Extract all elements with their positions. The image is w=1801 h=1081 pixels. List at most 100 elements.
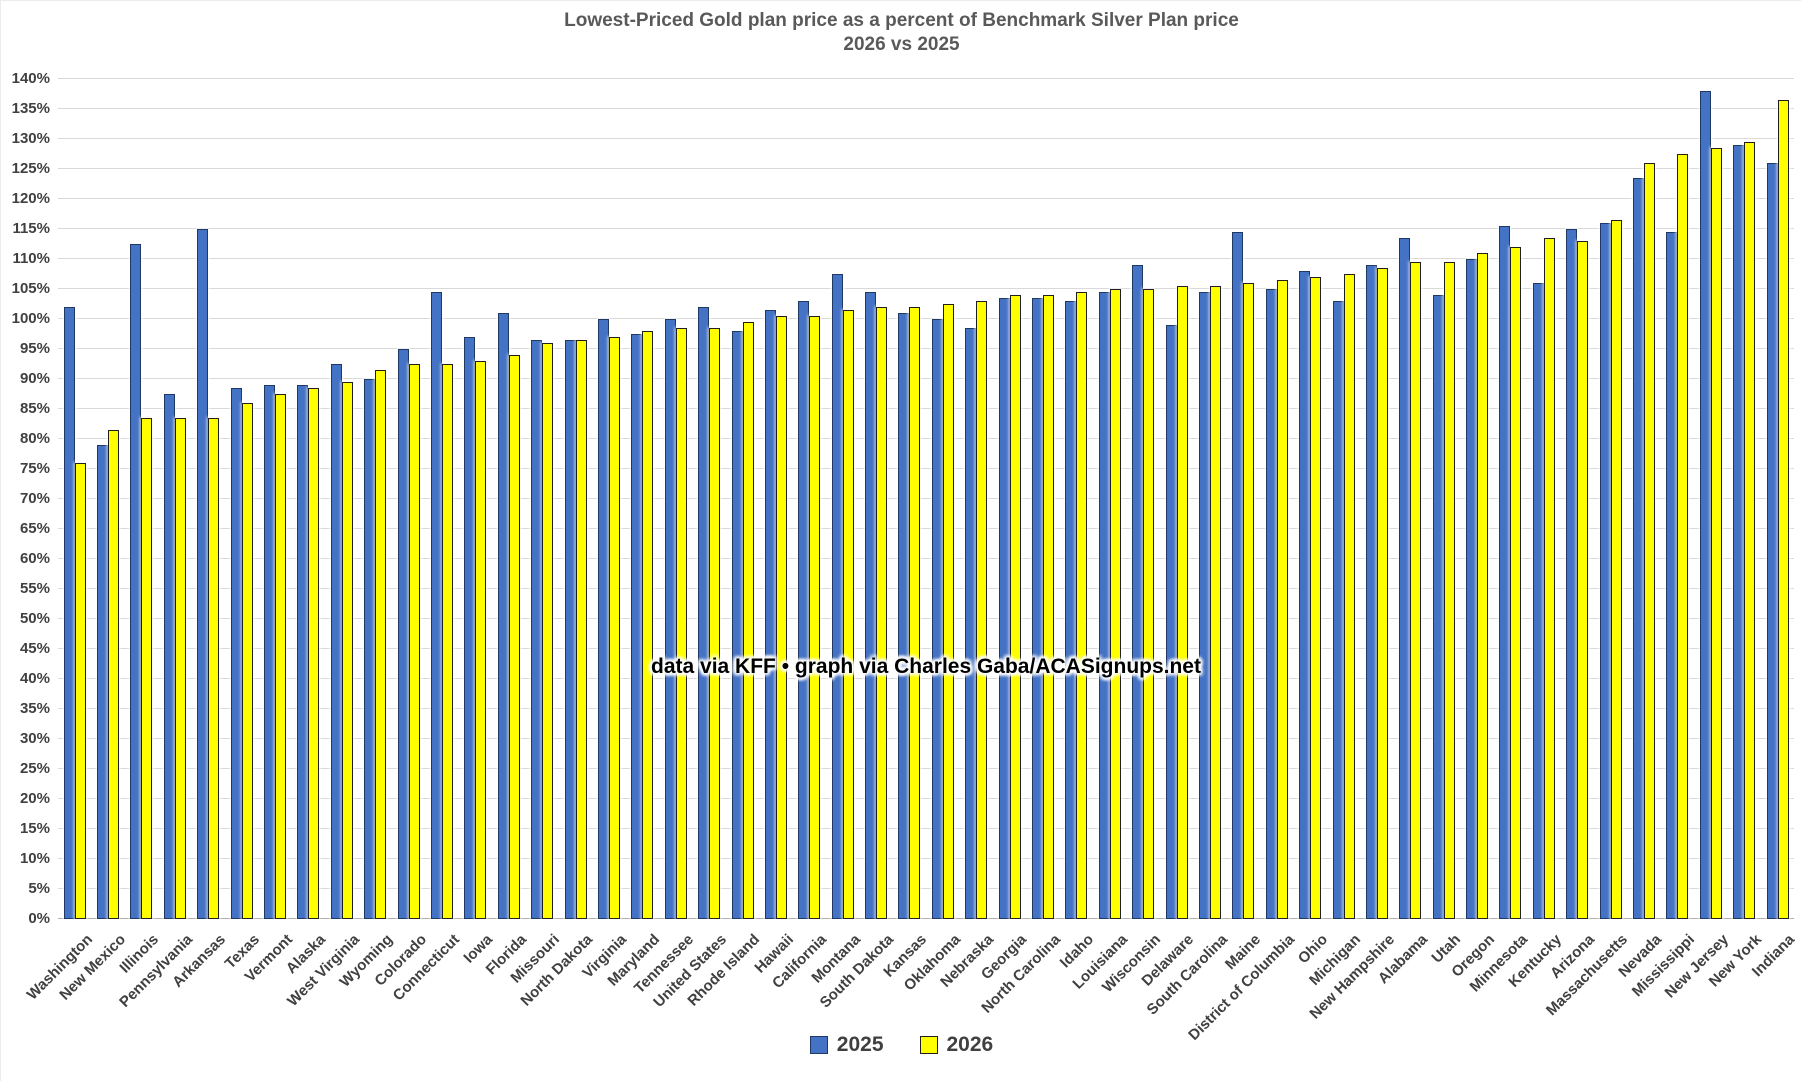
bar-2025-louisiana bbox=[1098, 292, 1110, 919]
bar-2026-nebraska bbox=[976, 301, 988, 919]
bar-group-maine bbox=[1227, 79, 1260, 919]
bar-2026-south-carolina bbox=[1209, 286, 1221, 919]
gridline bbox=[58, 168, 1794, 169]
bar-2025-minnesota bbox=[1499, 226, 1511, 919]
bar-group-kentucky bbox=[1527, 79, 1560, 919]
bar-2026-new-mexico bbox=[108, 430, 120, 919]
bar-2025-nevada bbox=[1633, 178, 1645, 919]
bar-group-nevada bbox=[1627, 79, 1660, 919]
bar-group-arkansas bbox=[192, 79, 225, 919]
bar-2026-arkansas bbox=[208, 418, 220, 919]
bar-2025-ohio bbox=[1299, 271, 1311, 919]
bar-group-oregon bbox=[1460, 79, 1493, 919]
bar-2025-rhode-island bbox=[731, 331, 743, 919]
y-tick-label: 30% bbox=[19, 730, 50, 747]
y-tick-label: 50% bbox=[19, 610, 50, 627]
x-axis-line bbox=[58, 918, 1794, 919]
bar-2025-new-jersey bbox=[1699, 91, 1711, 919]
bar-2026-pennsylvania bbox=[174, 418, 186, 919]
y-tick-label: 110% bbox=[12, 250, 50, 267]
gridline bbox=[58, 318, 1794, 319]
bar-2026-california bbox=[809, 316, 821, 919]
bar-2026-west-virginia bbox=[341, 382, 353, 919]
bar-2026-texas bbox=[241, 403, 253, 919]
gridline bbox=[58, 348, 1794, 349]
bar-group-delaware bbox=[1160, 79, 1193, 919]
bar-2025-alaska bbox=[297, 385, 309, 919]
bar-group-colorado bbox=[392, 79, 425, 919]
y-tick-label: 70% bbox=[19, 490, 50, 507]
bar-group-montana bbox=[826, 79, 859, 919]
bar-group-south-dakota bbox=[859, 79, 892, 919]
bar-2026-maine bbox=[1243, 283, 1255, 919]
gridline bbox=[58, 798, 1794, 799]
bar-group-alaska bbox=[292, 79, 325, 919]
bar-group-vermont bbox=[258, 79, 291, 919]
gridline bbox=[58, 198, 1794, 199]
gridline bbox=[58, 468, 1794, 469]
y-tick-label: 75% bbox=[19, 460, 50, 477]
bar-2025-oregon bbox=[1466, 259, 1478, 919]
bar-2025-california bbox=[798, 301, 810, 919]
y-tick-label: 45% bbox=[19, 640, 50, 657]
bar-group-new-mexico bbox=[91, 79, 124, 919]
gridline bbox=[58, 288, 1794, 289]
bar-2025-south-dakota bbox=[865, 292, 877, 919]
bar-2025-north-carolina bbox=[1032, 298, 1044, 919]
chart-title: Lowest-Priced Gold plan price as a perce… bbox=[1, 9, 1801, 57]
x-axis-tick-labels: Washington New Mexico Illinois Pennsylvania… bbox=[23, 919, 1798, 1049]
bar-2025-alabama bbox=[1399, 238, 1411, 919]
bar-2025-mississippi bbox=[1666, 232, 1678, 919]
y-tick-label: 90% bbox=[19, 370, 50, 387]
bar-2025-colorado bbox=[397, 349, 409, 919]
gridline bbox=[58, 768, 1794, 769]
bar-group-indiana bbox=[1761, 79, 1794, 919]
y-tick-label: 10% bbox=[19, 850, 50, 867]
bar-2025-arizona bbox=[1566, 229, 1578, 919]
bar-2026-colorado bbox=[408, 364, 420, 919]
bar-2025-united-states bbox=[698, 307, 710, 919]
bar-2026-utah bbox=[1443, 262, 1455, 919]
bar-2026-new-hampshire bbox=[1376, 268, 1388, 919]
bar-2025-connecticut bbox=[430, 292, 442, 919]
bar-group-nebraska bbox=[960, 79, 993, 919]
bar-2026-north-carolina bbox=[1043, 295, 1055, 919]
y-tick-label: 130% bbox=[11, 130, 50, 147]
bar-2025-florida bbox=[497, 313, 509, 919]
bar-2026-wisconsin bbox=[1143, 289, 1155, 919]
legend-swatch-2025 bbox=[809, 1036, 828, 1054]
gridline bbox=[58, 828, 1794, 829]
bar-2025-maine bbox=[1232, 232, 1244, 919]
gridline bbox=[58, 858, 1794, 859]
bar-2026-oklahoma bbox=[942, 304, 954, 919]
bar-group-iowa bbox=[459, 79, 492, 919]
y-tick-label: 55% bbox=[19, 580, 50, 597]
bar-2025-new-mexico bbox=[97, 445, 109, 919]
legend: 2025 2026 bbox=[1, 1033, 1801, 1057]
legend-item-2025: 2025 bbox=[809, 1033, 884, 1057]
bar-group-illinois bbox=[125, 79, 158, 919]
bar-group-florida bbox=[492, 79, 525, 919]
bar-2026-connecticut bbox=[441, 364, 453, 919]
bar-2025-indiana bbox=[1766, 163, 1778, 919]
y-tick-label: 35% bbox=[19, 700, 50, 717]
bar-2025-kentucky bbox=[1532, 283, 1544, 919]
bar-2026-district-of-columbia bbox=[1276, 280, 1288, 919]
gridline bbox=[58, 528, 1794, 529]
bar-group-texas bbox=[225, 79, 258, 919]
bar-2025-vermont bbox=[264, 385, 276, 919]
y-tick-label: 65% bbox=[19, 520, 50, 537]
bar-2026-montana bbox=[842, 310, 854, 919]
gridline bbox=[58, 258, 1794, 259]
bar-group-california bbox=[793, 79, 826, 919]
bar-group-missouri bbox=[525, 79, 558, 919]
bar-2026-georgia bbox=[1009, 295, 1021, 919]
y-tick-label: 140% bbox=[11, 70, 50, 87]
y-tick-label: 125% bbox=[11, 160, 50, 177]
gridline bbox=[58, 78, 1794, 79]
gridline bbox=[58, 108, 1794, 109]
bar-2025-michigan bbox=[1332, 301, 1344, 919]
bar-2026-michigan bbox=[1343, 274, 1355, 919]
gridline bbox=[58, 408, 1794, 409]
bar-2026-idaho bbox=[1076, 292, 1088, 919]
